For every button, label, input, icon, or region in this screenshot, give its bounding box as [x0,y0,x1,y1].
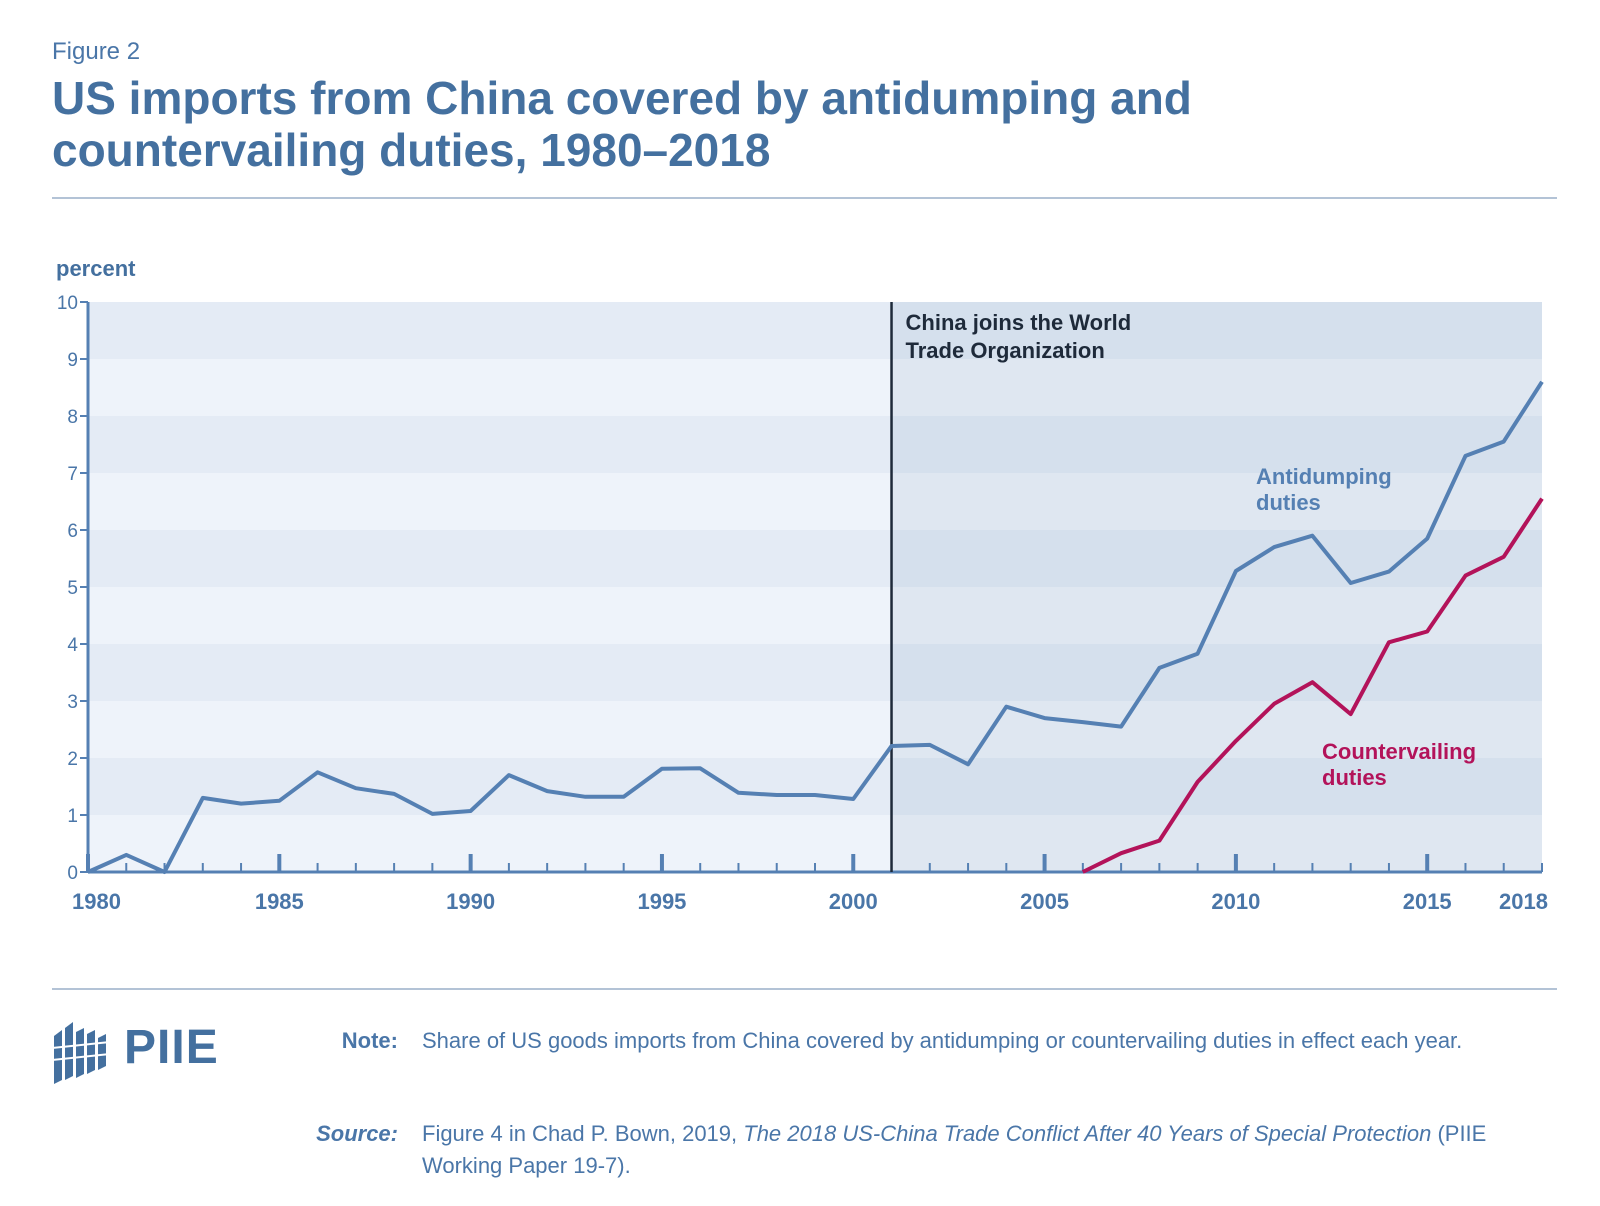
antidumping-label: Antidumping duties [1256,464,1392,515]
y-axis-title: percent [56,256,136,281]
band-pre-wto [88,644,892,701]
series-label-line: Countervailing [1322,739,1476,764]
band-post-wto [891,530,1542,587]
source-text: Figure 4 in Chad P. Bown, 2019, The 2018… [422,1118,1512,1182]
chart-title: US imports from China covered by antidum… [52,72,1192,176]
x-tick-label: 2010 [1211,889,1260,914]
x-tick-label: 1995 [637,889,686,914]
series-lines [87,302,1544,874]
band-pre-wto [88,530,892,587]
source-title: The 2018 US-China Trade Conflict After 4… [743,1121,1432,1146]
y-tick-label: 5 [67,578,78,599]
band-pre-wto [88,758,892,815]
logo-wordmark: PIIE [124,1021,219,1074]
note-text: Share of US goods imports from China cov… [422,1028,1463,1053]
title-divider [52,197,1557,199]
x-axis-ticks: 1980 1985 1990 1995 2000 2005 2010 2015 2018 [72,854,1548,914]
y-tick-label: 9 [67,350,78,371]
series-label-line: Antidumping [1256,464,1392,489]
band-pre-wto [88,587,892,644]
band-post-wto [891,758,1542,815]
x-tick-label: 2018 [1499,889,1548,914]
antidumping-line [87,380,1544,874]
note-label: Note: [341,1028,398,1053]
y-tick-label: 1 [67,806,78,827]
y-tick-label: 10 [57,293,78,314]
series-label-line: duties [1322,765,1387,790]
source-prefix: Figure 4 in Chad P. Bown, 2019, [422,1121,744,1146]
x-tick-label: 2005 [1020,889,1069,914]
wto-event-label-line: Trade Organization [906,338,1105,363]
wto-event-label-line: China joins the World [906,310,1132,335]
band-pre-wto [88,473,892,530]
y-tick-label: 7 [67,464,78,485]
plot-background [88,302,1542,872]
band-post-wto [891,416,1542,473]
source-label: Source: [316,1121,398,1146]
band-post-wto [891,359,1542,416]
y-tick-label: 6 [67,521,78,542]
x-tick-label: 1980 [72,889,121,914]
y-tick-label: 2 [67,749,78,770]
y-axis-ticks: 0 1 2 3 4 5 6 7 8 9 10 percent [56,256,136,884]
footer-divider [52,988,1557,990]
countervailing-line [1081,497,1544,874]
chart-annotations: China joins the World Trade Organization A… [906,310,1476,790]
x-tick-label: 2015 [1403,889,1452,914]
band-pre-wto [88,815,892,872]
x-tick-label: 1985 [255,889,304,914]
y-tick-label: 4 [67,635,78,656]
series-label-line: duties [1256,490,1321,515]
band-post-wto [891,644,1542,701]
y-tick-label: 3 [67,692,78,713]
x-tick-label: 1990 [446,889,495,914]
source-suffix: (PIIE Working Paper 19-7). [422,1121,1487,1178]
figure-label: Figure 2 [52,38,141,65]
y-tick-label: 0 [67,863,78,884]
line-chart: 0 1 2 3 4 5 6 7 8 9 10 percent 1980 1985 1990 1995 2000… [56,256,1548,914]
band-pre-wto [88,701,892,758]
band-pre-wto [88,359,892,416]
band-post-wto [891,302,1542,359]
band-pre-wto [88,416,892,473]
band-pre-wto [88,302,892,359]
band-post-wto [891,815,1542,872]
countervailing-label: Countervailing duties [1322,739,1476,790]
wto-event-label: China joins the World Trade Organization [906,310,1132,363]
y-tick-label: 8 [67,407,78,428]
band-post-wto [891,701,1542,758]
piie-logo-icon [52,1022,111,1084]
x-tick-label: 2000 [829,889,878,914]
